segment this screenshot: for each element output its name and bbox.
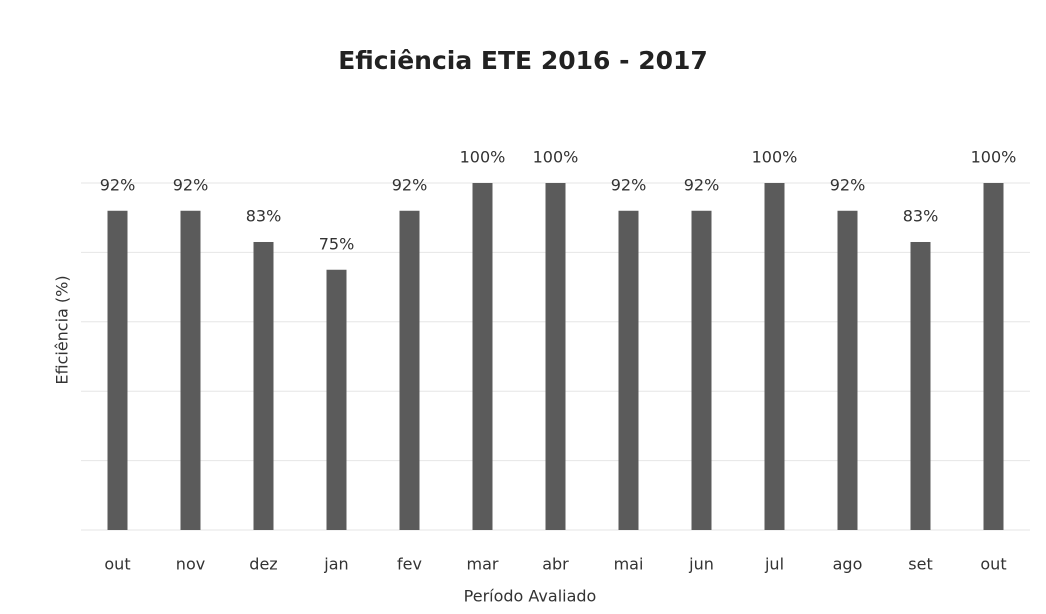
data-label: 92% [611, 175, 647, 194]
bar [180, 210, 201, 530]
x-tick-label: set [908, 555, 932, 574]
x-tick-label: out [980, 555, 1006, 574]
x-tick-label: out [104, 555, 130, 574]
bar [326, 269, 347, 530]
bar [253, 241, 274, 531]
x-tick-label: mai [614, 555, 644, 574]
bar [618, 210, 639, 530]
chart-title: Eficiência ETE 2016 - 2017 [338, 46, 708, 75]
x-tick-label: fev [397, 555, 422, 574]
y-axis-title: Eficiência (%) [53, 275, 72, 384]
bar [691, 210, 712, 530]
bar [107, 210, 128, 530]
x-tick-label: jul [764, 555, 784, 574]
data-label: 83% [246, 206, 282, 225]
x-tick-label: jan [323, 555, 348, 574]
data-label: 100% [460, 148, 506, 167]
data-label: 100% [971, 148, 1017, 167]
bar [764, 183, 785, 530]
bar [472, 183, 493, 530]
bar [399, 210, 420, 530]
data-label: 92% [173, 175, 209, 194]
x-tick-label: nov [176, 555, 205, 574]
data-label: 92% [100, 175, 136, 194]
data-label: 75% [319, 234, 355, 253]
x-tick-label: abr [542, 555, 569, 574]
bar [837, 210, 858, 530]
x-tick-label: jun [688, 555, 714, 574]
x-tick-label: mar [467, 555, 499, 574]
bar [983, 183, 1004, 530]
bar [545, 183, 566, 530]
data-label: 100% [752, 148, 798, 167]
data-label: 92% [392, 175, 428, 194]
x-axis-title: Período Avaliado [464, 587, 597, 606]
data-label: 92% [684, 175, 720, 194]
x-tick-label: dez [249, 555, 277, 574]
x-tick-label: ago [833, 555, 863, 574]
data-label: 100% [533, 148, 579, 167]
data-label: 83% [903, 206, 939, 225]
data-label: 92% [830, 175, 866, 194]
bar [910, 241, 931, 531]
